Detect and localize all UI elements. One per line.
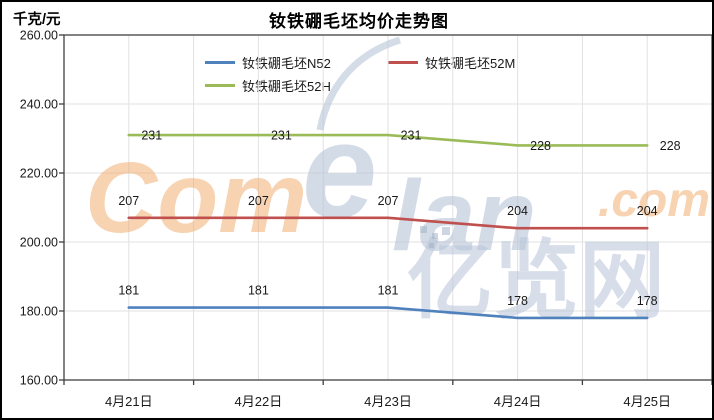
axis-ticks — [59, 34, 712, 385]
legend-item-52m: 钕铁硼毛坯52M — [388, 53, 515, 72]
y-axis-unit-label: 千克/元 — [13, 12, 61, 28]
legend-label-n52: 钕铁硼毛坯N52 — [242, 56, 331, 71]
legend-swatch-52m — [388, 61, 418, 64]
svg-text:181: 181 — [248, 284, 269, 298]
watermark-dotcom: .com — [598, 174, 710, 227]
svg-text:231: 231 — [271, 129, 292, 143]
svg-text:181: 181 — [378, 284, 399, 298]
svg-text:4月21日: 4月21日 — [105, 394, 153, 409]
svg-text:4月24日: 4月24日 — [494, 394, 542, 409]
svg-text:204: 204 — [507, 204, 528, 218]
series-line-1 — [127, 216, 649, 230]
svg-text:4月25日: 4月25日 — [623, 394, 671, 409]
data-labels: 181 181 181 178 178 207 207 207 204 204 231 231 231 2… — [118, 129, 680, 308]
legend-label-52h: 钕铁硼毛坯52H — [242, 79, 331, 94]
legend-item-n52: 钕铁硼毛坯N52 — [205, 53, 331, 72]
svg-text:4月23日: 4月23日 — [364, 394, 412, 409]
plot-border — [63, 34, 712, 381]
svg-text:200.00: 200.00 — [20, 236, 58, 250]
y-axis-labels: 260.00 240.00 220.00 200.00 180.00 160.00 — [20, 29, 58, 388]
series-line-2 — [127, 133, 649, 147]
chart-title: 钕铁硼毛坯均价走势图 — [269, 12, 449, 31]
watermark-com: Com — [85, 142, 307, 254]
svg-text:160.00: 160.00 — [20, 374, 58, 388]
svg-text:178: 178 — [507, 294, 528, 308]
watermark-yilanwang: 亿览网 — [407, 233, 665, 329]
legend-item-52h: 钕铁硼毛坯52H — [205, 76, 331, 95]
legend-label-52m: 钕铁硼毛坯52M — [425, 56, 516, 71]
v-gridlines — [128, 35, 648, 380]
svg-text:207: 207 — [378, 194, 399, 208]
svg-text:181: 181 — [118, 284, 139, 298]
watermark-e: e — [302, 95, 377, 246]
svg-text:228: 228 — [530, 139, 551, 153]
svg-text:240.00: 240.00 — [20, 98, 58, 112]
watermark-swoosh — [316, 36, 402, 131]
svg-text:180.00: 180.00 — [20, 305, 58, 319]
legend-swatch-n52 — [205, 61, 235, 64]
watermark-lan: lan — [392, 160, 536, 272]
svg-text:4月22日: 4月22日 — [235, 394, 283, 409]
svg-text:260.00: 260.00 — [20, 29, 58, 43]
svg-text:204: 204 — [637, 204, 658, 218]
svg-text:178: 178 — [637, 294, 658, 308]
svg-text:231: 231 — [141, 129, 162, 143]
svg-text:207: 207 — [118, 194, 139, 208]
watermark-pixels — [420, 226, 450, 248]
series-line-0 — [127, 306, 649, 320]
legend-swatch-52h — [205, 84, 235, 87]
svg-text:228: 228 — [660, 139, 681, 153]
x-axis-labels: 4月21日 4月22日 4月23日 4月24日 4月25日 — [105, 394, 671, 409]
svg-text:207: 207 — [248, 194, 269, 208]
svg-text:220.00: 220.00 — [20, 167, 58, 181]
series-lines — [127, 133, 649, 320]
svg-text:231: 231 — [401, 129, 422, 143]
